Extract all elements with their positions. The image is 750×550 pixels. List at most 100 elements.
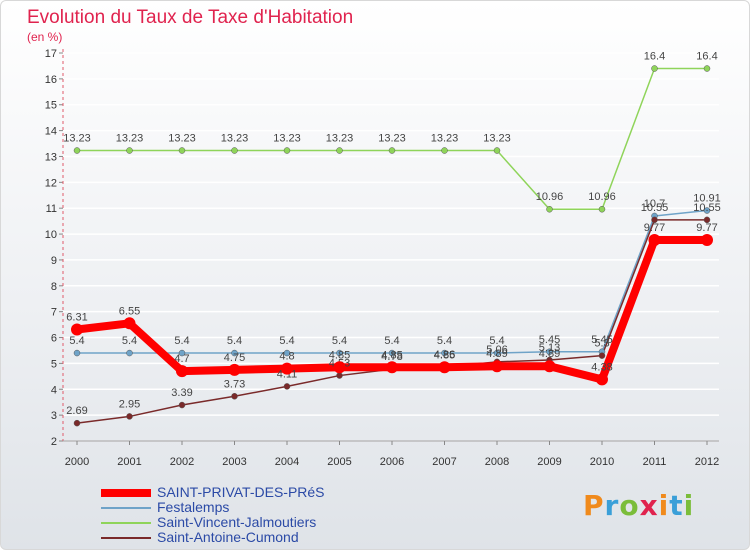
- data-point-saint-vincent-jalmoutiers: [598, 205, 606, 213]
- data-label-saint-antoine-cumond: 4.86: [434, 349, 455, 361]
- legend-swatch-saint-antoine: [101, 536, 151, 539]
- x-tick-label: 2012: [695, 456, 719, 468]
- data-point-festalemps: [73, 349, 81, 357]
- data-label-festalemps: 10.7: [644, 198, 665, 210]
- data-point-festalemps: [703, 207, 711, 214]
- series-line-festalemps: [77, 209, 708, 354]
- data-point-saint-privat-des-pr-s: [543, 360, 556, 373]
- legend-label-saint-vincent: Saint-Vincent-Jalmoutiers: [157, 514, 317, 530]
- data-label-saint-privat-des-pr-s: 4.85: [329, 349, 350, 361]
- x-tick-label: 2006: [380, 456, 404, 468]
- data-point-saint-antoine-cumond: [126, 413, 133, 420]
- data-label-saint-antoine-cumond: 4.78: [381, 351, 402, 363]
- data-label-saint-vincent-jalmoutiers: 13.23: [326, 133, 354, 145]
- y-tick-label: 2: [51, 436, 57, 448]
- legend-item-festalemps: Festalemps: [101, 500, 325, 515]
- data-label-festalemps: 5.4: [437, 335, 452, 347]
- data-label-festalemps: 5.45: [591, 334, 612, 346]
- data-point-saint-antoine-cumond: [598, 352, 606, 359]
- x-tick-label: 2000: [65, 456, 89, 468]
- data-label-saint-antoine-cumond: 10.55: [641, 202, 669, 214]
- data-point-saint-privat-des-pr-s: [596, 373, 608, 386]
- data-point-festalemps: [388, 349, 396, 357]
- x-tick-label: 2004: [275, 456, 299, 468]
- chart-title: Evolution du Taux de Taxe d'Habitation: [27, 7, 354, 28]
- data-label-saint-vincent-jalmoutiers: 13.23: [221, 133, 249, 145]
- y-tick-label: 3: [51, 410, 57, 422]
- proxiti-logo: Proxiti: [583, 489, 695, 522]
- data-label-saint-privat-des-pr-s: 4.75: [224, 352, 245, 364]
- data-point-festalemps: [283, 349, 291, 357]
- legend-item-saint-antoine: Saint-Antoine-Cumond: [101, 530, 325, 545]
- data-point-saint-vincent-jalmoutiers: [703, 65, 711, 72]
- data-point-saint-privat-des-pr-s: [281, 362, 293, 375]
- data-point-saint-vincent-jalmoutiers: [73, 147, 81, 154]
- data-point-saint-privat-des-pr-s: [386, 361, 398, 374]
- data-point-saint-antoine-cumond: [231, 393, 238, 400]
- data-label-saint-privat-des-pr-s: 4.89: [486, 348, 507, 360]
- data-label-saint-privat-des-pr-s: 6.55: [119, 305, 140, 317]
- data-point-saint-privat-des-pr-s: [176, 365, 188, 378]
- y-tick-label: 17: [45, 48, 57, 60]
- data-label-festalemps: 5.4: [332, 335, 347, 347]
- y-tick-label: 14: [45, 126, 57, 138]
- data-label-festalemps: 5.4: [279, 335, 294, 347]
- legend-label-saint-privat: SAINT-PRIVAT-DES-PRéS: [157, 484, 325, 500]
- data-label-saint-antoine-cumond: 3.39: [171, 387, 192, 399]
- data-label-festalemps: 5.4: [227, 335, 242, 347]
- data-label-saint-privat-des-pr-s: 4.85: [434, 349, 455, 361]
- legend-item-saint-vincent: Saint-Vincent-Jalmoutiers: [101, 515, 325, 530]
- data-point-saint-vincent-jalmoutiers: [231, 147, 238, 154]
- data-point-saint-privat-des-pr-s: [648, 234, 661, 247]
- data-label-saint-vincent-jalmoutiers: 13.23: [483, 133, 511, 145]
- data-point-saint-vincent-jalmoutiers: [546, 205, 553, 213]
- legend: SAINT-PRIVAT-DES-PRéS Festalemps Saint-V…: [101, 485, 325, 545]
- data-point-saint-antoine-cumond: [651, 216, 658, 224]
- data-label-saint-privat-des-pr-s: 9.77: [696, 222, 717, 234]
- data-point-saint-vincent-jalmoutiers: [441, 147, 448, 154]
- data-label-saint-privat-des-pr-s: 4.89: [539, 348, 560, 360]
- data-label-saint-privat-des-pr-s: 4.8: [279, 351, 294, 363]
- data-point-saint-antoine-cumond: [336, 372, 343, 379]
- data-label-saint-vincent-jalmoutiers: 13.23: [116, 133, 144, 145]
- data-label-saint-privat-des-pr-s: 4.85: [381, 349, 402, 361]
- data-label-festalemps: 5.4: [122, 335, 137, 347]
- data-label-saint-privat-des-pr-s: 9.77: [644, 222, 665, 234]
- data-point-festalemps: [336, 349, 343, 357]
- data-label-festalemps: 5.4: [174, 335, 189, 347]
- legend-swatch-saint-vincent: [101, 521, 151, 524]
- data-label-saint-vincent-jalmoutiers: 13.23: [431, 133, 459, 145]
- x-tick-label: 2001: [117, 456, 141, 468]
- legend-label-festalemps: Festalemps: [157, 499, 230, 515]
- y-tick-label: 9: [51, 255, 57, 267]
- data-point-festalemps: [126, 349, 133, 357]
- legend-swatch-festalemps: [101, 506, 151, 509]
- data-label-saint-vincent-jalmoutiers: 10.96: [536, 191, 564, 203]
- data-point-festalemps: [231, 349, 238, 357]
- data-point-saint-antoine-cumond: [283, 383, 291, 390]
- y-tick-label: 11: [46, 203, 57, 215]
- data-point-festalemps: [493, 349, 501, 357]
- data-point-saint-antoine-cumond: [73, 419, 81, 427]
- data-point-saint-vincent-jalmoutiers: [493, 147, 501, 154]
- y-tick-label: 15: [45, 100, 57, 112]
- data-point-saint-vincent-jalmoutiers: [126, 147, 133, 154]
- data-label-saint-antoine-cumond: 2.69: [66, 405, 87, 417]
- y-tick-label: 12: [45, 177, 57, 189]
- data-point-festalemps: [441, 349, 448, 357]
- data-label-saint-antoine-cumond: 10.55: [693, 202, 721, 214]
- data-point-saint-privat-des-pr-s: [71, 323, 83, 336]
- data-label-saint-antoine-cumond: 5.06: [486, 344, 507, 356]
- y-tick-label: 13: [45, 151, 57, 163]
- legend-swatch-saint-privat: [101, 488, 151, 497]
- data-label-festalemps: 5.45: [539, 334, 560, 346]
- y-tick-label: 6: [51, 333, 57, 345]
- data-label-saint-privat-des-pr-s: 6.31: [66, 312, 87, 324]
- data-label-saint-antoine-cumond: 5.3: [594, 338, 609, 350]
- data-label-saint-vincent-jalmoutiers: 16.4: [696, 51, 717, 63]
- chart-subtitle: (en %): [27, 30, 63, 44]
- data-point-festalemps: [546, 348, 553, 356]
- data-label-saint-vincent-jalmoutiers: 13.23: [63, 133, 91, 145]
